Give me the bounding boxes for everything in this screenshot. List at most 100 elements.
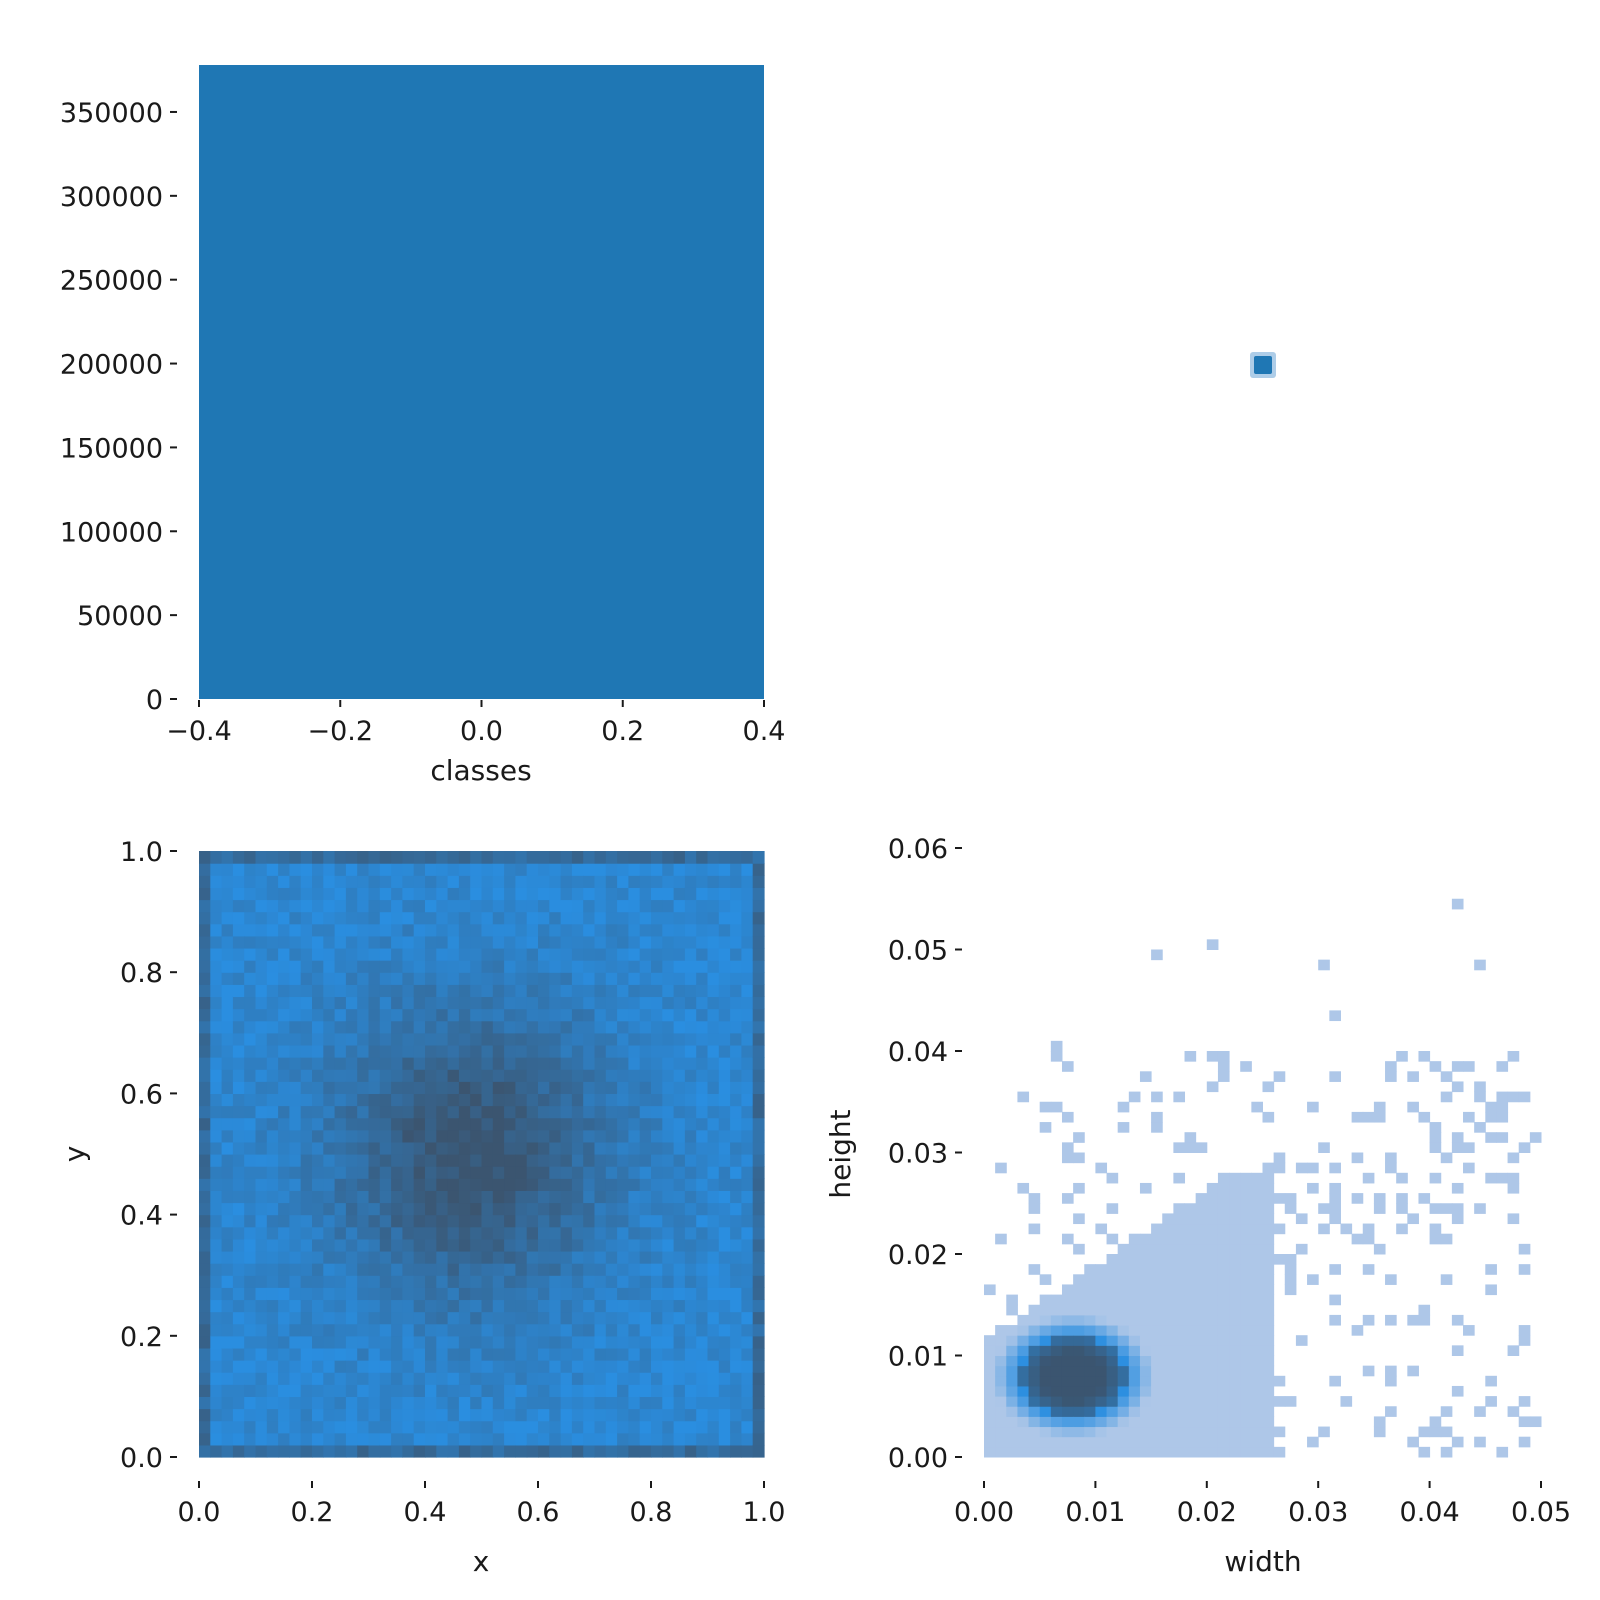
xy-heatmap-cell <box>560 875 573 888</box>
xy-heatmap-cell <box>470 1275 483 1288</box>
xy-x-tick-label: 0.4 <box>404 1497 447 1528</box>
xy-heatmap-cell <box>379 1154 392 1167</box>
xy-heatmap-cell <box>481 1263 494 1276</box>
xy-heatmap-cell <box>662 947 675 961</box>
xy-heatmap-cell <box>312 1069 324 1082</box>
width-height-heatmap-cell <box>1139 1335 1152 1346</box>
width-height-heatmap-cell <box>1139 1254 1152 1265</box>
xy-heatmap-cell <box>436 1372 449 1385</box>
xy-heatmap-cell <box>481 972 494 985</box>
xy-heatmap-cell <box>707 1129 720 1143</box>
width-height-heatmap-cell <box>1139 1233 1152 1245</box>
xy-heatmap-cell <box>605 1141 618 1155</box>
xy-heatmap-cell <box>289 863 302 876</box>
xy-heatmap-cell <box>458 947 471 961</box>
classes-bar <box>199 65 764 699</box>
xy-heatmap-cell <box>458 923 471 937</box>
xy-heatmap-cell <box>515 1396 528 1410</box>
xy-heatmap-cell <box>300 935 313 949</box>
xy-heatmap-cell <box>481 1287 494 1301</box>
xy-heatmap-cell <box>391 984 403 998</box>
width-height-heatmap-cell <box>1507 1182 1520 1194</box>
width-height-heatmap-cell <box>1262 1203 1275 1214</box>
width-height-heatmap-cell <box>1251 1436 1263 1448</box>
width-height-heatmap-cell <box>1061 1375 1074 1387</box>
xy-heatmap-cell <box>368 1275 381 1288</box>
xy-heatmap-cell <box>730 1141 742 1155</box>
xy-heatmap-cell <box>323 960 336 973</box>
xy-heatmap-cell <box>289 1226 302 1240</box>
xy-heatmap-cell <box>368 1226 381 1240</box>
xy-heatmap-cell <box>199 972 211 985</box>
width-height-heatmap-cell <box>1173 1304 1186 1316</box>
xy-heatmap-cell <box>628 887 641 901</box>
xy-heatmap-cell <box>651 1032 663 1046</box>
xy-heatmap-cell <box>210 1287 223 1301</box>
xy-heatmap-cell <box>549 1081 562 1094</box>
xy-heatmap-cell <box>504 935 516 949</box>
xy-heatmap-cell <box>357 851 370 864</box>
width-height-heatmap-cell <box>1173 1365 1186 1377</box>
xy-heatmap-cell <box>368 875 381 888</box>
xy-heatmap-cell <box>752 1335 765 1349</box>
xy-heatmap-cell <box>560 972 573 985</box>
width-height-heatmap-cell <box>1028 1193 1041 1204</box>
xy-heatmap-cell <box>628 1057 641 1070</box>
xy-heatmap-cell <box>718 1032 731 1046</box>
xy-heatmap-cell <box>323 1311 336 1325</box>
xy-heatmap-cell <box>651 1214 663 1228</box>
width-height-heatmap-cell <box>1463 1162 1475 1174</box>
xy-heatmap-cell <box>255 923 268 937</box>
xy-heatmap-cell <box>504 1299 516 1313</box>
xy-heatmap-cell <box>617 960 629 973</box>
xy-heatmap-cell <box>684 996 697 1010</box>
xy-heatmap-cell <box>278 1190 290 1204</box>
width-height-heatmap-cell <box>1073 1325 1085 1336</box>
xy-heatmap-cell <box>278 899 290 913</box>
xy-heatmap-cell <box>300 1008 313 1022</box>
xy-heatmap-cell <box>312 947 324 961</box>
width-height-heatmap-cell <box>1451 1385 1464 1397</box>
xy-heatmap-cell <box>752 1360 765 1373</box>
xy-heatmap-cell <box>402 1057 415 1070</box>
width-height-heatmap-cell <box>1195 1436 1208 1448</box>
xy-heatmap-cell <box>526 1069 539 1082</box>
xy-heatmap-cell <box>244 887 257 901</box>
xy-heatmap-cell <box>425 1117 437 1131</box>
xy-heatmap-cell <box>458 1008 471 1022</box>
xy-heatmap-cell <box>730 935 742 949</box>
width-height-heatmap-cell <box>1139 1446 1152 1458</box>
xy-heatmap-cell <box>571 899 584 913</box>
xy-heatmap-cell <box>312 887 324 901</box>
xy-heatmap-cell <box>470 935 483 949</box>
width-height-heatmap-cell <box>1139 1314 1152 1326</box>
xy-heatmap-cell <box>549 1275 562 1288</box>
xy-heatmap-cell <box>707 1081 720 1094</box>
width-height-heatmap-cell <box>1262 1274 1275 1285</box>
xy-heatmap-cell <box>549 1166 562 1179</box>
xy-heatmap-cell <box>673 923 686 937</box>
xy-heatmap-cell <box>684 1020 697 1034</box>
width-height-heatmap-cell <box>1128 1091 1141 1103</box>
xy-heatmap-cell <box>538 1081 550 1094</box>
xy-heatmap-cell <box>368 1263 381 1276</box>
xy-heatmap-cell <box>210 1347 223 1361</box>
width-height-heatmap-cell <box>1496 1172 1509 1184</box>
xy-heatmap-cell <box>199 899 211 913</box>
xy-heatmap-cell <box>673 1008 686 1022</box>
xy-heatmap-cell <box>752 1226 765 1240</box>
xy-heatmap-cell <box>752 1141 765 1155</box>
xy-heatmap-cell <box>549 1372 562 1385</box>
xy-heatmap-cell <box>538 1323 550 1337</box>
xy-heatmap-cell <box>470 1117 483 1131</box>
width-height-heatmap-cell <box>1173 1325 1186 1336</box>
width-height-heatmap-cell <box>1195 1355 1208 1367</box>
xy-heatmap-cell <box>334 1190 347 1204</box>
xy-heatmap-cell <box>368 1154 381 1167</box>
width-height-heatmap-cell <box>1485 1264 1497 1275</box>
xy-heatmap-cell <box>458 1093 471 1107</box>
xy-heatmap-cell <box>583 1202 596 1216</box>
xy-heatmap-cell <box>515 1287 528 1301</box>
xy-heatmap-cell <box>481 1432 494 1446</box>
xy-heatmap-cell <box>492 1432 505 1446</box>
